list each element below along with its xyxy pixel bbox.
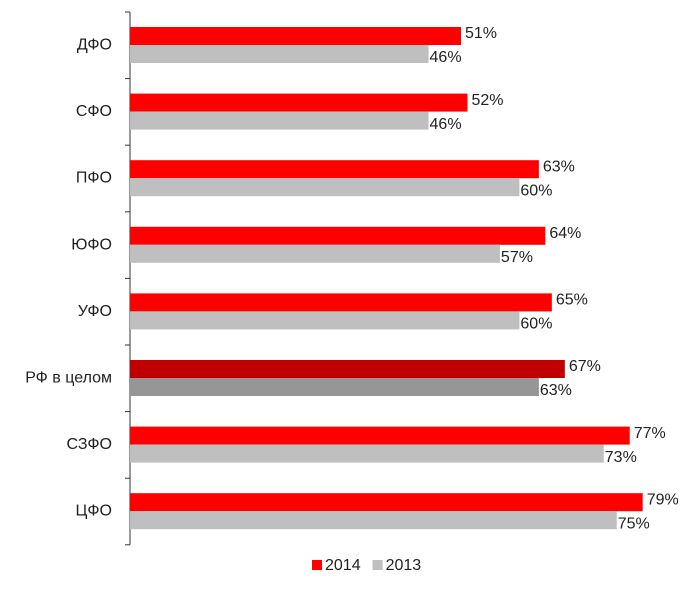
- legend-swatch: [312, 560, 322, 570]
- bar: [130, 311, 520, 330]
- category-label: СЗФО: [67, 436, 112, 453]
- value-label: 52%: [471, 92, 503, 109]
- bar: [130, 493, 643, 512]
- value-label: 63%: [540, 382, 572, 399]
- category-label: ЮФО: [71, 236, 112, 253]
- value-label: 60%: [520, 316, 552, 333]
- value-label: 73%: [605, 449, 637, 466]
- bar: [130, 178, 520, 197]
- bar: [130, 226, 546, 245]
- value-label: 77%: [634, 425, 666, 442]
- legend-label: 2013: [386, 557, 422, 574]
- bar: [130, 244, 500, 263]
- bar: [130, 111, 429, 130]
- value-label: 60%: [520, 182, 552, 199]
- value-label: 67%: [569, 358, 601, 375]
- value-label: 64%: [549, 225, 581, 242]
- value-label: 63%: [543, 158, 575, 175]
- value-label: 65%: [556, 292, 588, 309]
- value-label: 46%: [430, 49, 462, 66]
- bar: [130, 93, 468, 112]
- category-label: УФО: [78, 303, 112, 320]
- value-label: 79%: [647, 491, 679, 508]
- bar: [130, 426, 630, 445]
- value-label: 46%: [430, 116, 462, 133]
- bar: [130, 511, 617, 530]
- legend-label: 2014: [325, 557, 361, 574]
- value-label: 51%: [465, 25, 497, 42]
- bar: [130, 160, 539, 179]
- value-label: 57%: [501, 249, 533, 266]
- bar: [130, 378, 539, 396]
- category-label: РФ в целом: [25, 370, 112, 387]
- bar: [130, 293, 552, 312]
- legend-swatch: [372, 560, 383, 570]
- bar: [130, 27, 461, 45]
- category-label: СФО: [76, 103, 112, 120]
- category-label: ДФО: [77, 37, 112, 54]
- value-label: 75%: [618, 515, 650, 532]
- category-label: ПФО: [76, 170, 112, 187]
- bar: [130, 444, 604, 463]
- category-label: ЦФО: [76, 503, 112, 520]
- bar: [130, 360, 565, 378]
- bar: [130, 45, 429, 63]
